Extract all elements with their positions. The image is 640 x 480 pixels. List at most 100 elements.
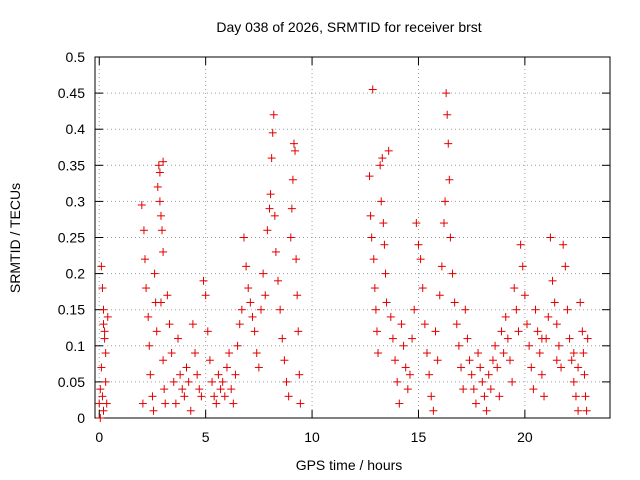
data-point (576, 298, 585, 307)
data-point (379, 219, 388, 228)
data-point (574, 363, 583, 372)
data-point (380, 240, 389, 249)
data-point (227, 385, 236, 394)
data-point (408, 334, 417, 343)
data-point (156, 298, 165, 307)
data-point (188, 320, 197, 329)
data-point (499, 349, 508, 358)
data-point (95, 399, 104, 408)
data-point (292, 255, 301, 264)
data-point (98, 284, 107, 293)
data-point (395, 399, 404, 408)
y-tick-label: 0.35 (58, 157, 85, 173)
y-tick-label: 0.1 (66, 338, 86, 354)
data-point (176, 370, 185, 379)
data-point (99, 320, 108, 329)
data-point (178, 385, 187, 394)
data-point (99, 406, 108, 415)
data-point (412, 219, 421, 228)
data-point (561, 262, 570, 271)
data-point (444, 139, 453, 148)
data-point (161, 399, 170, 408)
data-point (153, 182, 162, 191)
data-point (274, 276, 283, 285)
data-point (371, 305, 380, 314)
data-point (399, 341, 408, 350)
data-point (141, 255, 150, 264)
y-tick-label: 0.2 (66, 266, 86, 282)
data-point (433, 356, 442, 365)
data-point (450, 298, 459, 307)
data-point (231, 370, 240, 379)
data-point (378, 154, 387, 163)
data-point (205, 356, 214, 365)
data-point (165, 320, 174, 329)
data-point (469, 385, 478, 394)
data-point (437, 262, 446, 271)
data-point (427, 392, 436, 401)
data-point (442, 89, 451, 98)
data-point (369, 255, 378, 264)
data-point (569, 349, 578, 358)
data-point (376, 161, 385, 170)
data-point (581, 392, 590, 401)
data-point (563, 305, 572, 314)
data-point (493, 363, 502, 372)
data-point (96, 385, 105, 394)
data-point (410, 305, 419, 314)
data-point (295, 370, 304, 379)
data-point (291, 146, 300, 155)
data-point (280, 356, 289, 365)
data-point (203, 327, 212, 336)
data-point (386, 312, 395, 321)
data-point (474, 349, 483, 358)
data-point (571, 392, 580, 401)
data-point (525, 341, 534, 350)
data-point (248, 312, 257, 321)
data-point (368, 85, 377, 94)
data-point (425, 370, 434, 379)
data-point (96, 414, 105, 422)
data-point (480, 392, 489, 401)
data-point (459, 385, 468, 394)
data-point (370, 284, 379, 293)
data-point (546, 233, 555, 242)
data-point (252, 349, 261, 358)
data-point (381, 269, 390, 278)
data-point (567, 356, 576, 365)
data-point (540, 392, 549, 401)
data-point (523, 320, 532, 329)
data-point (454, 341, 463, 350)
data-point (97, 262, 106, 271)
data-point (239, 233, 248, 242)
data-point (533, 327, 542, 336)
x-tick-label: 10 (304, 429, 320, 445)
data-point (269, 110, 278, 119)
data-point (184, 377, 193, 386)
data-point (149, 406, 158, 415)
data-point (529, 385, 538, 394)
data-point (431, 327, 440, 336)
plot-grid (95, 57, 610, 418)
data-point (244, 284, 253, 293)
data-point (102, 399, 111, 408)
data-point (384, 146, 393, 155)
data-point (418, 284, 427, 293)
data-point (263, 226, 272, 235)
data-point (441, 197, 450, 206)
data-point (158, 226, 167, 235)
data-point (372, 327, 381, 336)
data-point (397, 320, 406, 329)
data-point (388, 334, 397, 343)
data-point (405, 370, 414, 379)
data-point (548, 276, 557, 285)
data-point (159, 157, 168, 166)
data-point (208, 377, 217, 386)
data-point (261, 291, 270, 300)
data-point (544, 312, 553, 321)
data-point (156, 211, 165, 220)
y-tick-label: 0.15 (58, 302, 85, 318)
data-point (155, 197, 164, 206)
data-point (97, 363, 106, 372)
